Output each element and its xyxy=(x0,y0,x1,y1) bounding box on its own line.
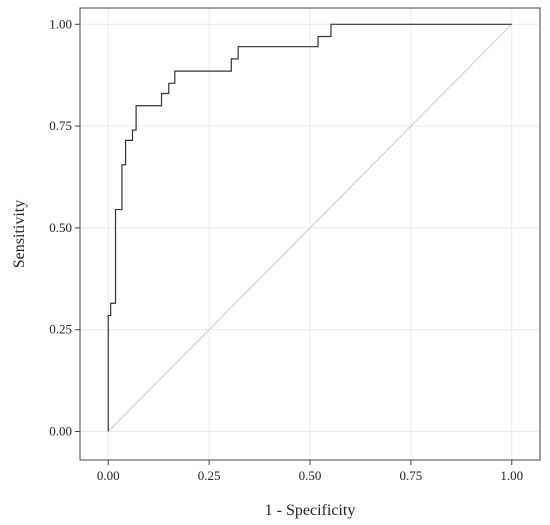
x-tick-label-2: 0.50 xyxy=(299,468,322,483)
y-axis-ticks: 0.00 0.25 0.50 0.75 1.00 xyxy=(49,16,80,438)
diagonal-line xyxy=(107,23,513,432)
y-tick-label-2: 0.50 xyxy=(49,220,72,235)
x-axis-label: 1 - Specificity xyxy=(265,502,356,519)
x-axis-ticks: 0.00 0.25 0.50 0.75 1.00 xyxy=(97,460,523,483)
y-axis-label: Sensitivity xyxy=(11,200,28,268)
x-tick-label-0: 0.00 xyxy=(97,468,120,483)
diagonal-reference-line xyxy=(107,23,513,432)
x-tick-label-3: 0.75 xyxy=(400,468,423,483)
x-tick-label-4: 1.00 xyxy=(500,468,523,483)
roc-curve xyxy=(107,23,512,432)
x-tick-label-1: 0.25 xyxy=(198,468,221,483)
roc-curve-path xyxy=(107,23,512,432)
y-tick-label-1: 0.25 xyxy=(49,322,72,337)
grid xyxy=(80,8,540,460)
y-tick-label-3: 0.75 xyxy=(49,118,72,133)
y-tick-label-0: 0.00 xyxy=(49,423,72,438)
y-tick-label-4: 1.00 xyxy=(49,16,72,31)
